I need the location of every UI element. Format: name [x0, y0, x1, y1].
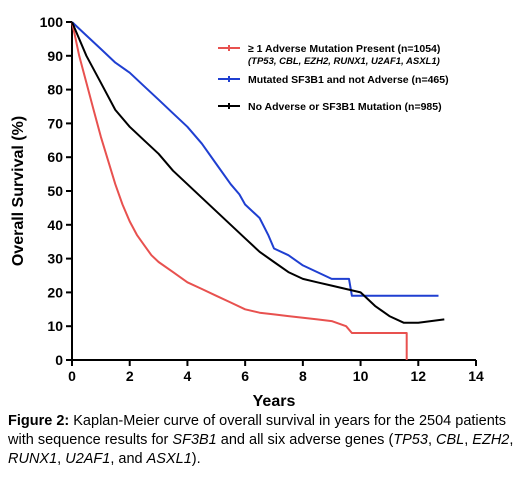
caption-sep-5: , and — [110, 451, 147, 467]
legend-sublabel: (TP53, CBL, EZH2, RUNX1, U2AF1, ASXL1) — [248, 56, 440, 67]
x-tick-label: 8 — [299, 368, 307, 384]
series-line-2 — [71, 21, 439, 297]
x-tick-label: 6 — [241, 368, 249, 384]
caption-gene-5: U2AF1 — [65, 451, 111, 467]
caption-gene-2: CBL — [436, 432, 465, 448]
y-tick-label: 90 — [47, 48, 63, 64]
x-tick-label: 0 — [68, 368, 76, 384]
caption-end: ). — [191, 451, 201, 467]
caption-gene-1: TP53 — [393, 432, 428, 448]
caption-gene-3: EZH2 — [472, 432, 510, 448]
legend: ≥ 1 Adverse Mutation Present (n=1054)(TP… — [218, 43, 449, 113]
series-line-3 — [71, 21, 445, 324]
x-tick-label: 12 — [410, 368, 426, 384]
caption-sep-4: , — [57, 451, 66, 467]
axes: 0 10 20 30 40 50 60 70 80 90 100 0 2 4 6 8 10 12 14 — [40, 14, 484, 384]
y-tick-label: 50 — [47, 183, 63, 199]
caption-gene-4: RUNX1 — [8, 451, 58, 467]
caption-sep-3: , — [509, 432, 514, 448]
y-tick-label: 20 — [47, 284, 63, 300]
y-axis-title: Overall Survival (%) — [10, 116, 27, 266]
series-lines — [71, 21, 445, 360]
caption-sep-1: , — [427, 432, 437, 448]
x-tick-label: 10 — [353, 368, 369, 384]
y-tick-label: 40 — [47, 217, 63, 233]
y-tick-label: 60 — [47, 149, 63, 165]
y-tick-label: 100 — [40, 14, 64, 30]
y-tick-label: 80 — [47, 82, 63, 98]
caption-label: Figure 2: — [8, 413, 70, 429]
y-tick-label: 10 — [47, 318, 63, 334]
caption-text-1: Kaplan-Meier curve of overall survival i… — [8, 413, 507, 448]
caption-gene-6: ASXL1 — [146, 451, 192, 467]
x-tick-label: 2 — [126, 368, 134, 384]
caption-gene: SF3B1 — [172, 432, 217, 448]
series-line-1 — [71, 21, 408, 360]
caption-text-2: and all six adverse genes ( — [216, 432, 394, 448]
x-tick-label: 4 — [184, 368, 192, 384]
y-tick-label: 0 — [55, 352, 63, 368]
y-tick-label: 70 — [47, 115, 63, 131]
y-tick-label: 30 — [47, 251, 63, 267]
caption-sep-2: , — [464, 432, 473, 448]
x-tick-label: 14 — [468, 368, 484, 384]
legend-label-2: Mutated SF3B1 and not Adverse (n=465) — [248, 74, 449, 86]
legend-label-1: ≥ 1 Adverse Mutation Present (n=1054) — [248, 43, 440, 55]
x-axis-title: Years — [253, 393, 296, 410]
figure-caption: Figure 2: Kaplan-Meier curve of overall … — [8, 412, 514, 469]
legend-label-3: No Adverse or SF3B1 Mutation (n=985) — [248, 101, 442, 113]
kaplan-meier-chart: 0 10 20 30 40 50 60 70 80 90 100 0 2 4 6 8 10 12 14 ≥ 1 Ad… — [10, 14, 484, 410]
